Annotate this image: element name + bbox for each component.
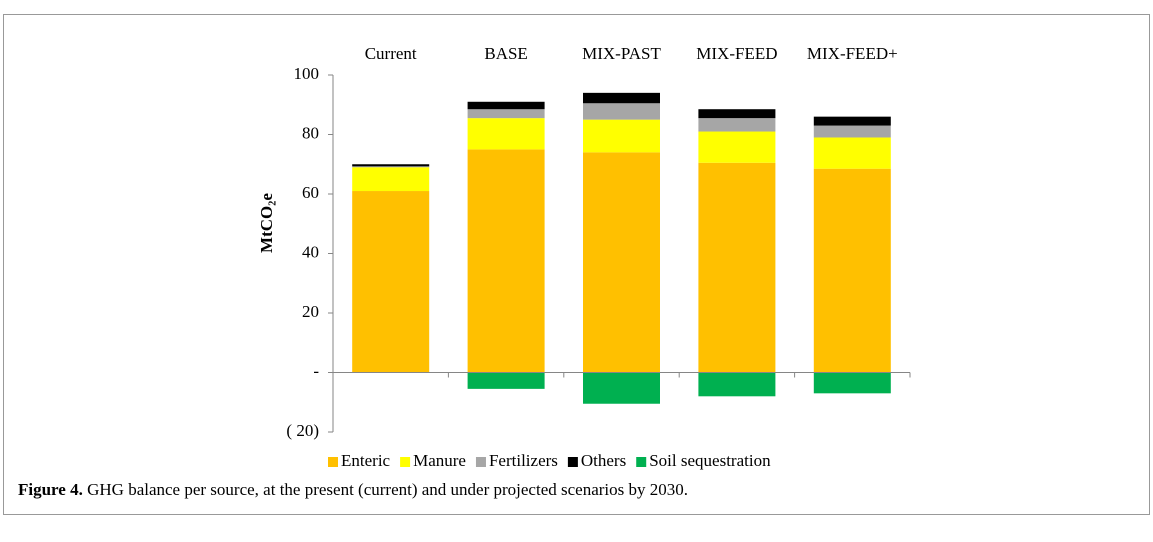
bar-segment: [813, 168, 891, 373]
caption: Figure 4. GHG balance per source, at the…: [18, 480, 688, 499]
bar-segment: [698, 372, 776, 397]
bar-segment: [813, 372, 891, 394]
bar-segment: [352, 191, 430, 373]
y-tick-label: 40: [302, 242, 319, 261]
bar-segment: [583, 92, 660, 104]
category-label: MIX-FEED: [696, 44, 777, 63]
bar-segment: [583, 119, 660, 153]
legend-swatch: [400, 457, 411, 467]
caption-text: GHG balance per source, at the present (…: [83, 480, 688, 499]
bar-segment: [698, 109, 776, 119]
bar-segment: [467, 149, 545, 373]
legend-swatch: [636, 457, 647, 467]
bar-segment: [352, 166, 430, 168]
y-tick-label: 80: [302, 123, 319, 142]
category-label: BASE: [484, 44, 527, 63]
category-label: MIX-FEED+: [807, 44, 898, 63]
y-tick-label: ( 20): [286, 421, 319, 440]
y-tick-label: 20: [302, 302, 319, 321]
bar-segment: [352, 164, 430, 167]
legend-label: Others: [581, 451, 626, 470]
caption-label: Figure 4.: [18, 480, 83, 499]
bar-segment: [583, 372, 660, 404]
figure-frame: [3, 14, 1150, 515]
bar-segment: [467, 101, 545, 110]
legend-swatch: [567, 457, 578, 467]
bar-segment: [583, 152, 660, 373]
bar-segment: [698, 162, 776, 373]
y-tick-label: -: [313, 361, 319, 380]
y-tick-label: 60: [302, 183, 319, 202]
bar-segment: [813, 137, 891, 169]
y-tick-label: 100: [294, 64, 320, 83]
legend-swatch: [328, 457, 338, 467]
legend-label: Manure: [413, 451, 466, 470]
y-axis-title: MtCO₂e: [257, 193, 276, 253]
bar-segment: [467, 109, 545, 119]
bar-segment: [698, 131, 776, 163]
legend-label: Fertilizers: [489, 451, 558, 470]
bar-segment: [352, 167, 430, 192]
bar-segment: [698, 118, 776, 132]
bar-segment: [813, 125, 891, 138]
bar-segment: [583, 103, 660, 120]
bar-segment: [467, 118, 545, 150]
category-label: Current: [365, 44, 417, 63]
bar-segment: [813, 116, 891, 126]
bar-segment: [467, 372, 545, 389]
legend-label: Soil sequestration: [649, 451, 771, 470]
legend-label: Enteric: [341, 451, 391, 470]
category-label: MIX-PAST: [582, 44, 661, 63]
legend-swatch: [475, 457, 486, 467]
